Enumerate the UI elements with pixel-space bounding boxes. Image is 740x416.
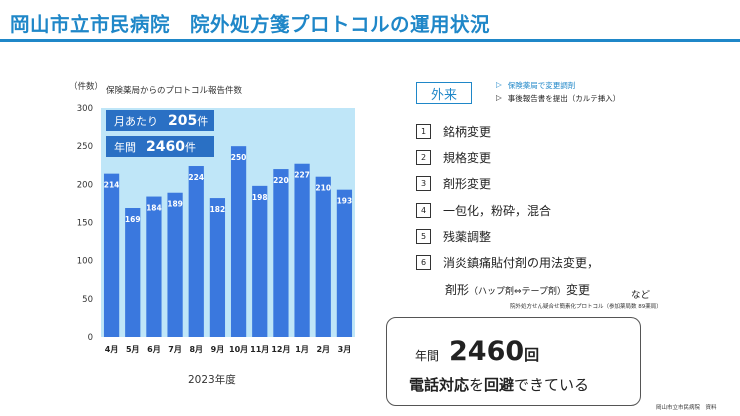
- title-underline: [0, 39, 740, 42]
- monthly-unit: 件: [197, 114, 209, 128]
- note-2-text: 事後報告書を提出（カルテ挿入）: [507, 94, 621, 103]
- monthly-value: 205: [168, 112, 198, 129]
- y-tick-label: 250: [77, 142, 93, 152]
- bar: [125, 207, 141, 337]
- callout-bold-1: 電話対応: [409, 376, 470, 394]
- x-tick-label: 6月: [147, 345, 161, 354]
- bar-value-label: 184: [146, 204, 162, 213]
- bar-value-label: 214: [104, 181, 120, 190]
- bar: [336, 189, 353, 337]
- callout-prefix: 年間: [415, 349, 440, 363]
- bar: [294, 163, 310, 337]
- item-text: 剤形変更: [443, 177, 492, 191]
- x-tick-label: 5月: [126, 345, 140, 354]
- outpatient-label: 外来: [416, 82, 472, 104]
- x-tick-label: 2月: [316, 345, 330, 354]
- item-text: 残薬調整: [443, 230, 492, 244]
- bar: [315, 176, 331, 337]
- bar-value-label: 193: [337, 197, 353, 206]
- callout-unit: 回: [524, 346, 540, 364]
- page-title: 岡山市立市民病院 院外処方箋プロトコルの運用状況: [10, 13, 491, 36]
- annual-value: 2460: [146, 138, 185, 155]
- callout-number: 2460: [449, 336, 525, 367]
- y-axis-label: （件数）: [69, 82, 104, 92]
- note-1: ▷ 保険薬局で変更調剤: [496, 80, 575, 91]
- item-number: 4: [416, 203, 431, 218]
- y-tick-label: 0: [88, 333, 93, 343]
- item-number: 2: [416, 150, 431, 165]
- list-item: 6 消炎鎮痛貼付剤の用法変更，: [416, 254, 599, 271]
- bar: [167, 192, 183, 337]
- y-tick-label: 50: [82, 295, 93, 305]
- y-tick-label: 200: [77, 180, 93, 190]
- note-1-text: 保険薬局で変更調剤: [507, 81, 576, 90]
- callout-mid: を: [469, 376, 485, 394]
- item-6-cont-paren: （ハップ剤⇔テープ剤）: [469, 287, 567, 297]
- callout-bold-2: 回避: [484, 376, 515, 394]
- item-6-cont-pre: 剤形: [445, 283, 470, 297]
- bar: [146, 196, 162, 337]
- protocol-source-note: 院外処方せん疑合せ簡素化プロトコル（参加薬局数 89薬局）: [510, 304, 662, 310]
- footer-credit: 岡山市立市民病院 資料: [656, 405, 717, 411]
- y-tick-label: 150: [77, 219, 93, 229]
- item-text: 消炎鎮痛貼付剤の用法変更，: [443, 256, 600, 270]
- item-text: 規格変更: [443, 151, 492, 165]
- bar-value-label: 169: [125, 215, 141, 224]
- x-tick-label: 11月: [250, 345, 269, 354]
- list-item: 3 剤形変更: [416, 175, 491, 192]
- bar-value-label: 227: [294, 171, 310, 180]
- summary-callout: 年間 2460回 電話対応を回避できている: [386, 317, 641, 406]
- callout-end: できている: [514, 376, 590, 394]
- annual-unit: 件: [184, 140, 196, 154]
- monthly-stat-box: 月あたり 205件: [106, 110, 214, 131]
- bar: [103, 173, 120, 337]
- x-tick-label: 1月: [295, 345, 309, 354]
- bar-value-label: 220: [273, 176, 289, 185]
- item-number: 6: [416, 255, 431, 270]
- item-text: 銘柄変更: [443, 125, 492, 139]
- list-item: 5 残薬調整: [416, 228, 491, 245]
- bar-value-label: 250: [231, 153, 247, 162]
- bar-value-label: 189: [167, 200, 183, 209]
- item-6-cont-post: 変更: [566, 283, 591, 297]
- y-tick-label: 100: [77, 257, 93, 267]
- x-tick-label: 8月: [189, 345, 203, 354]
- bar: [230, 146, 247, 337]
- annual-stat-box: 年間 2460件: [106, 136, 214, 157]
- x-tick-label: 4月: [105, 345, 119, 354]
- callout-line-1: 年間 2460回: [415, 336, 539, 367]
- item-6-continuation: 剤形（ハップ剤⇔テープ剤）変更: [445, 281, 590, 298]
- triangle-icon: ▷: [496, 93, 502, 102]
- y-tick-label: 300: [77, 104, 93, 114]
- bar: [273, 169, 289, 337]
- x-axis-title: 2023年度: [188, 374, 236, 386]
- note-2: ▷ 事後報告書を提出（カルテ挿入）: [496, 93, 620, 104]
- chart-title: 保険薬局からのプロトコル報告件数: [106, 86, 243, 96]
- etc-label: など: [631, 290, 651, 301]
- item-number: 1: [416, 124, 431, 139]
- monthly-label: 月あたり: [114, 114, 158, 128]
- list-item: 4 一包化，粉砕，混合: [416, 202, 551, 219]
- item-number: 5: [416, 229, 431, 244]
- bar-value-label: 198: [252, 193, 268, 202]
- x-tick-label: 7月: [168, 345, 182, 354]
- bar: [188, 166, 204, 337]
- callout-line-2: 電話対応を回避できている: [409, 374, 589, 395]
- item-text: 一包化，粉砕，混合: [443, 204, 552, 218]
- x-tick-label: 9月: [211, 345, 225, 354]
- bar-value-label: 224: [188, 173, 204, 182]
- triangle-icon: ▷: [496, 80, 502, 89]
- x-tick-label: 12月: [271, 345, 290, 354]
- annual-label: 年間: [114, 140, 136, 154]
- bar: [252, 185, 268, 337]
- bar-value-label: 182: [210, 205, 226, 214]
- bar-value-label: 210: [315, 184, 331, 193]
- list-item: 1 銘柄変更: [416, 123, 491, 140]
- item-number: 3: [416, 176, 431, 191]
- x-tick-label: 10月: [229, 345, 248, 354]
- x-tick-label: 3月: [338, 345, 352, 354]
- bar: [209, 198, 226, 337]
- list-item: 2 規格変更: [416, 149, 491, 166]
